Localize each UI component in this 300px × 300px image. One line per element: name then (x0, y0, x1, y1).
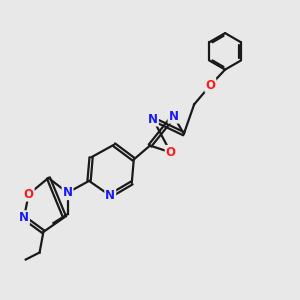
Text: N: N (19, 211, 29, 224)
Text: N: N (105, 189, 115, 202)
Text: O: O (206, 79, 215, 92)
Text: N: N (63, 186, 73, 199)
Text: O: O (24, 188, 34, 201)
Text: N: N (148, 112, 158, 126)
Text: N: N (169, 110, 178, 123)
Text: O: O (166, 146, 176, 159)
